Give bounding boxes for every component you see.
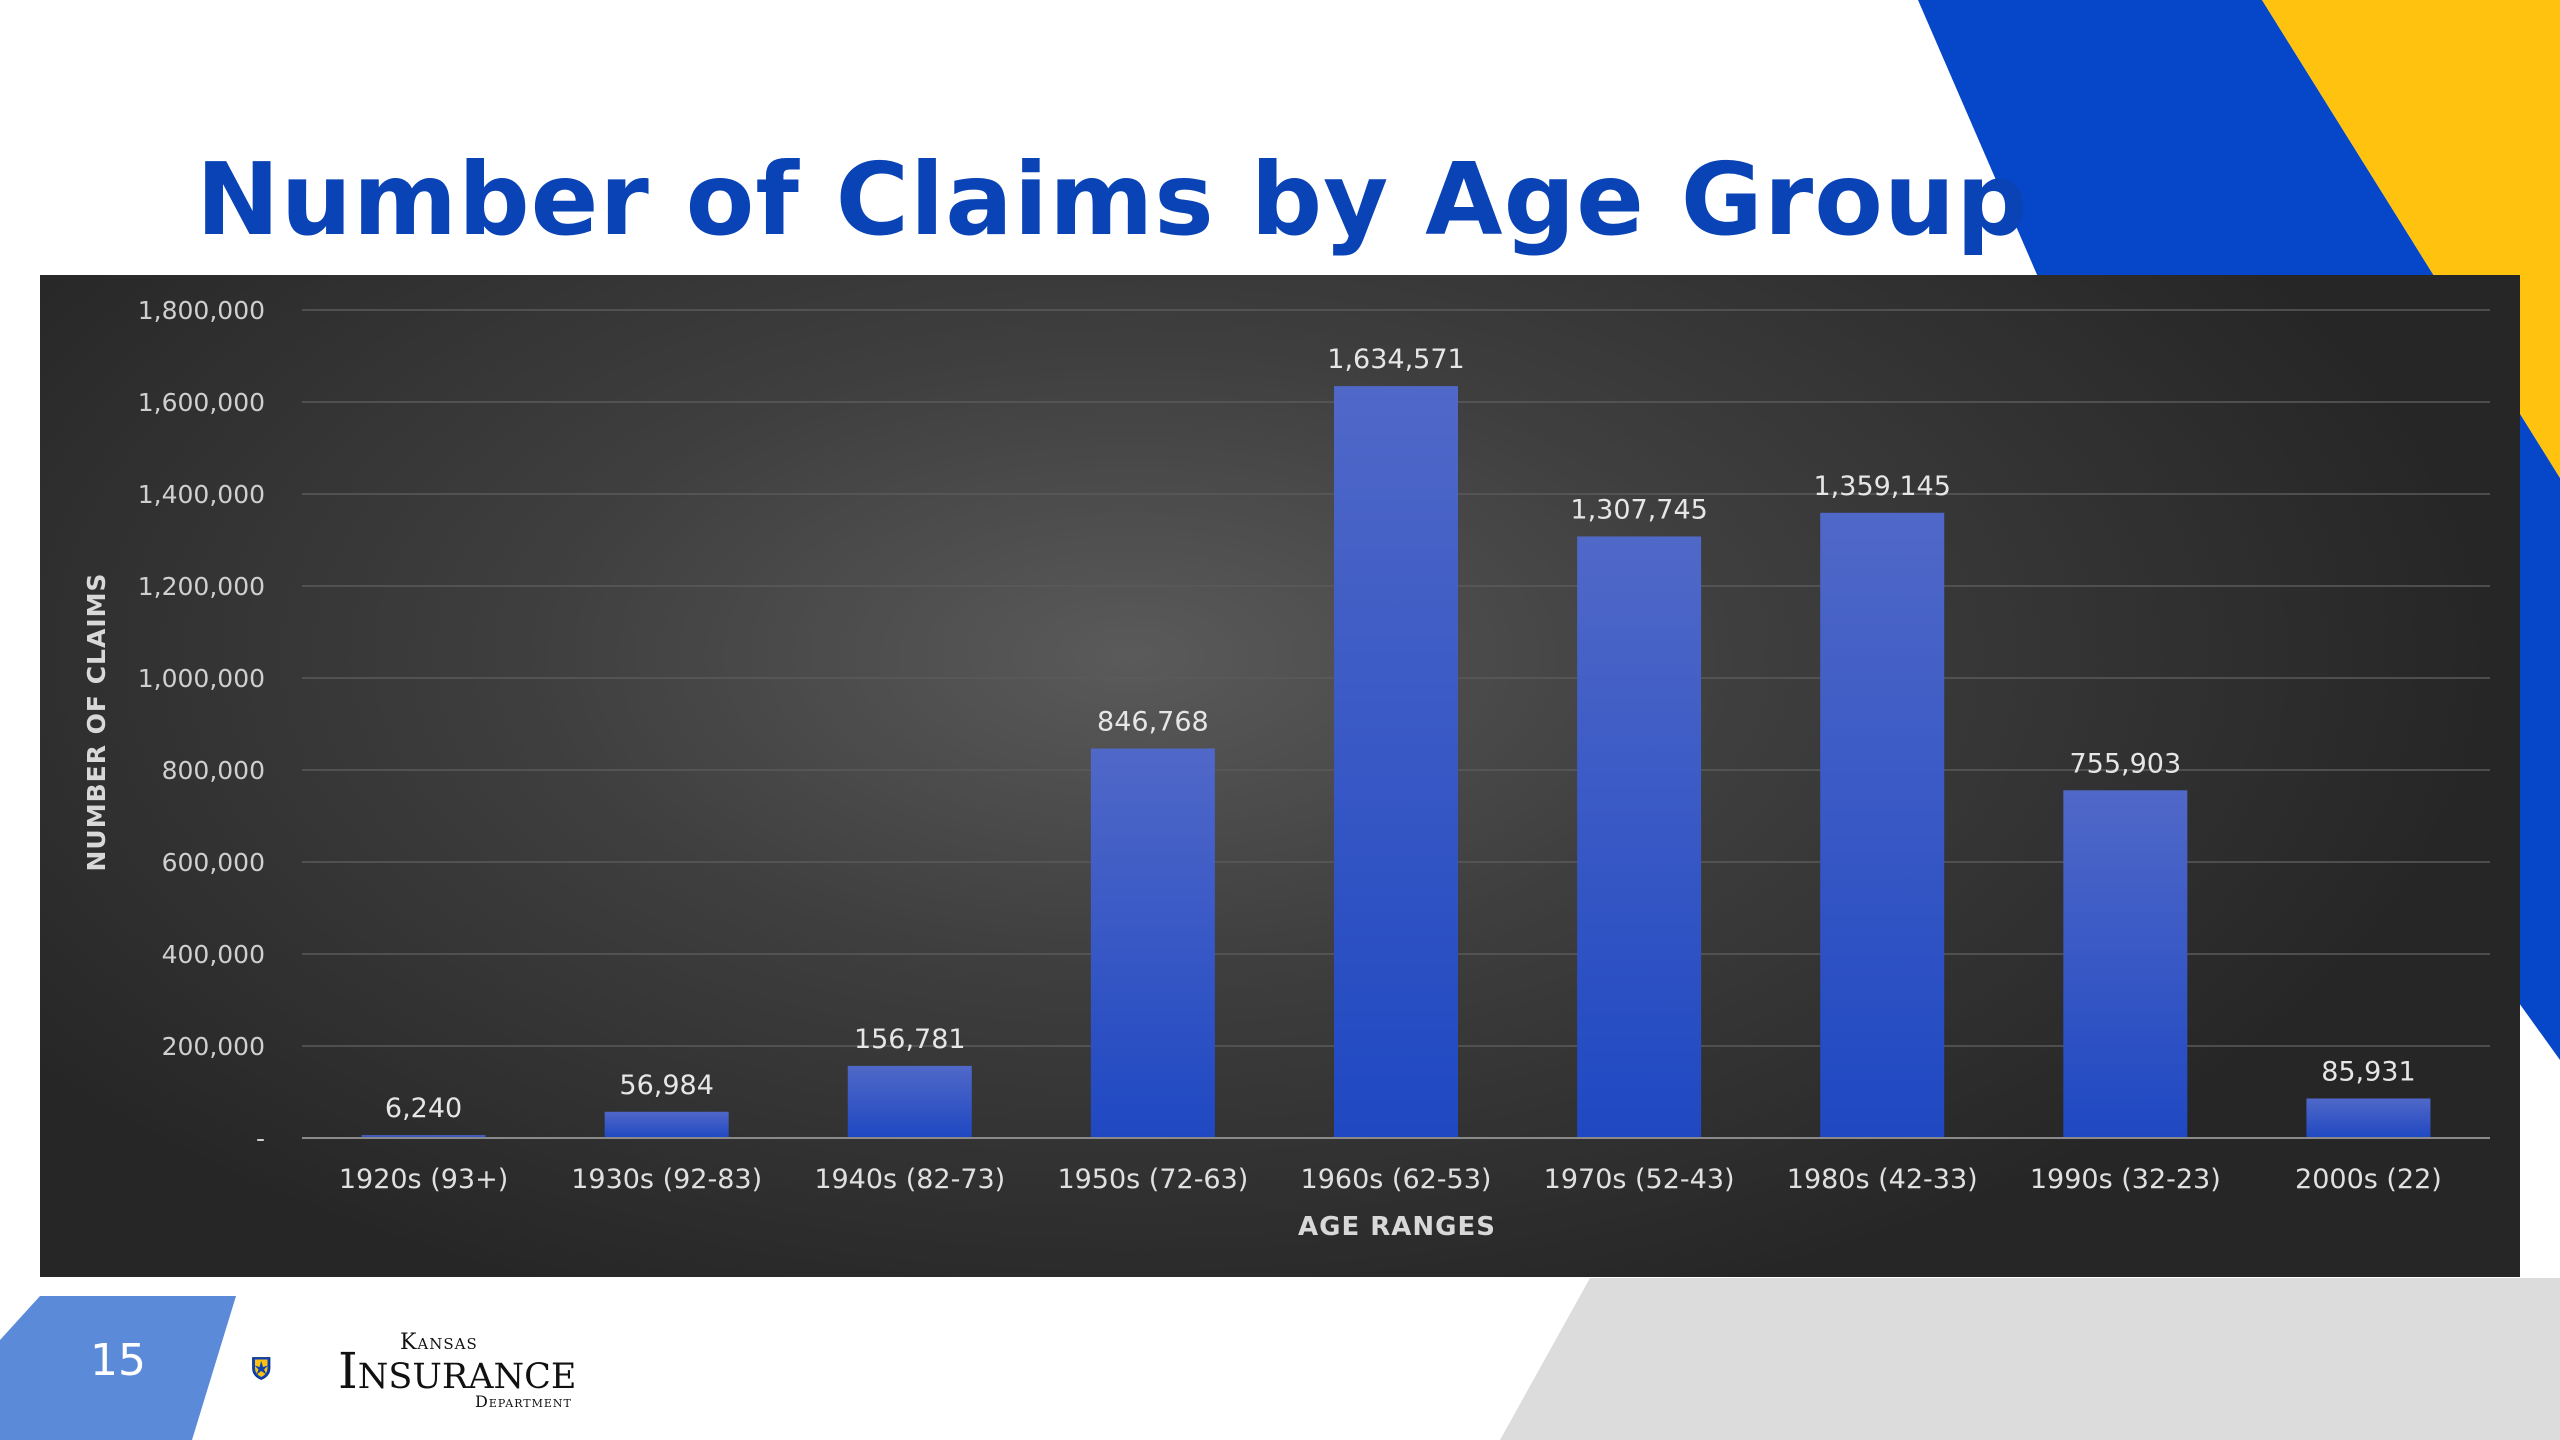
bar-data-label: 1,359,145 [1814,471,1951,502]
y-axis-ticks: - 200,000 400,000 600,000 800,000 1,000,000 1,… [138,296,265,1153]
logo-line-kansas: Kansas [400,1330,478,1355]
y-tick-label: 1,200,000 [138,572,265,601]
page-number: 15 [90,1335,146,1386]
y-tick-label: 200,000 [162,1032,265,1061]
bar-data-label: 156,781 [854,1024,966,1055]
bar [2063,790,2188,1138]
kansas-insurance-shield-logo [252,1357,271,1380]
x-axis-title: AGE RANGES [1298,1212,1496,1242]
bar [847,1065,972,1138]
gray-corner-shape [1500,1278,2560,1440]
bar [2306,1098,2431,1138]
bar-data-label: 1,634,571 [1327,344,1464,375]
bar [1334,386,1458,1138]
bar-chart: - 200,000 400,000 600,000 800,000 1,000,000 1,… [82,296,2490,1242]
bar-data-label: 755,903 [2070,748,2182,779]
x-tick-label: 1950s (72-63) [1057,1164,1248,1195]
y-tick-label: 1,600,000 [138,388,265,417]
x-tick-label: 1930s (92-83) [571,1164,762,1195]
page-number-tab [0,1296,236,1440]
bar-data-label: 56,984 [619,1070,713,1101]
bar-data-label: 85,931 [2321,1056,2415,1087]
bar-data-label: 1,307,745 [1570,494,1707,525]
bar [1090,748,1215,1138]
bar [1820,512,1945,1138]
logo-line-department: Department [475,1392,572,1411]
bar [361,1135,486,1138]
y-tick-label: 1,000,000 [138,664,265,693]
y-tick-label: 1,400,000 [138,480,265,509]
logo-line-insurance: Insurance [338,1342,577,1400]
x-tick-label: 1940s (82-73) [814,1164,1005,1195]
bar-data-label: 846,768 [1097,706,1209,737]
x-tick-label: 1970s (52-43) [1544,1164,1735,1195]
bars [361,386,2431,1138]
x-tick-label: 1980s (42-33) [1787,1164,1978,1195]
data-labels: 6,240 56,984 156,781 846,768 1,634,571 1,307,… [385,344,2416,1124]
y-tick-label: 400,000 [162,940,265,969]
bar [604,1111,729,1138]
y-tick-label: - [256,1124,265,1153]
slide-title: Number of Claims by Age Group [196,141,2029,258]
x-tick-label: 2000s (22) [2295,1164,2442,1195]
y-tick-label: 1,800,000 [138,296,265,325]
bar-data-label: 6,240 [385,1093,462,1124]
x-axis-ticks: 1920s (93+) 1930s (92-83) 1940s (82-73) 195… [339,1164,2442,1195]
x-tick-label: 1960s (62-53) [1301,1164,1492,1195]
x-tick-label: 1990s (32-23) [2030,1164,2221,1195]
x-tick-label: 1920s (93+) [339,1164,508,1195]
y-tick-label: 600,000 [162,848,265,877]
bar [1577,536,1702,1138]
y-axis-title: NUMBER OF CLAIMS [82,572,111,871]
chart-panel: - 200,000 400,000 600,000 800,000 1,000,000 1,… [40,275,2520,1277]
y-tick-label: 800,000 [162,756,265,785]
